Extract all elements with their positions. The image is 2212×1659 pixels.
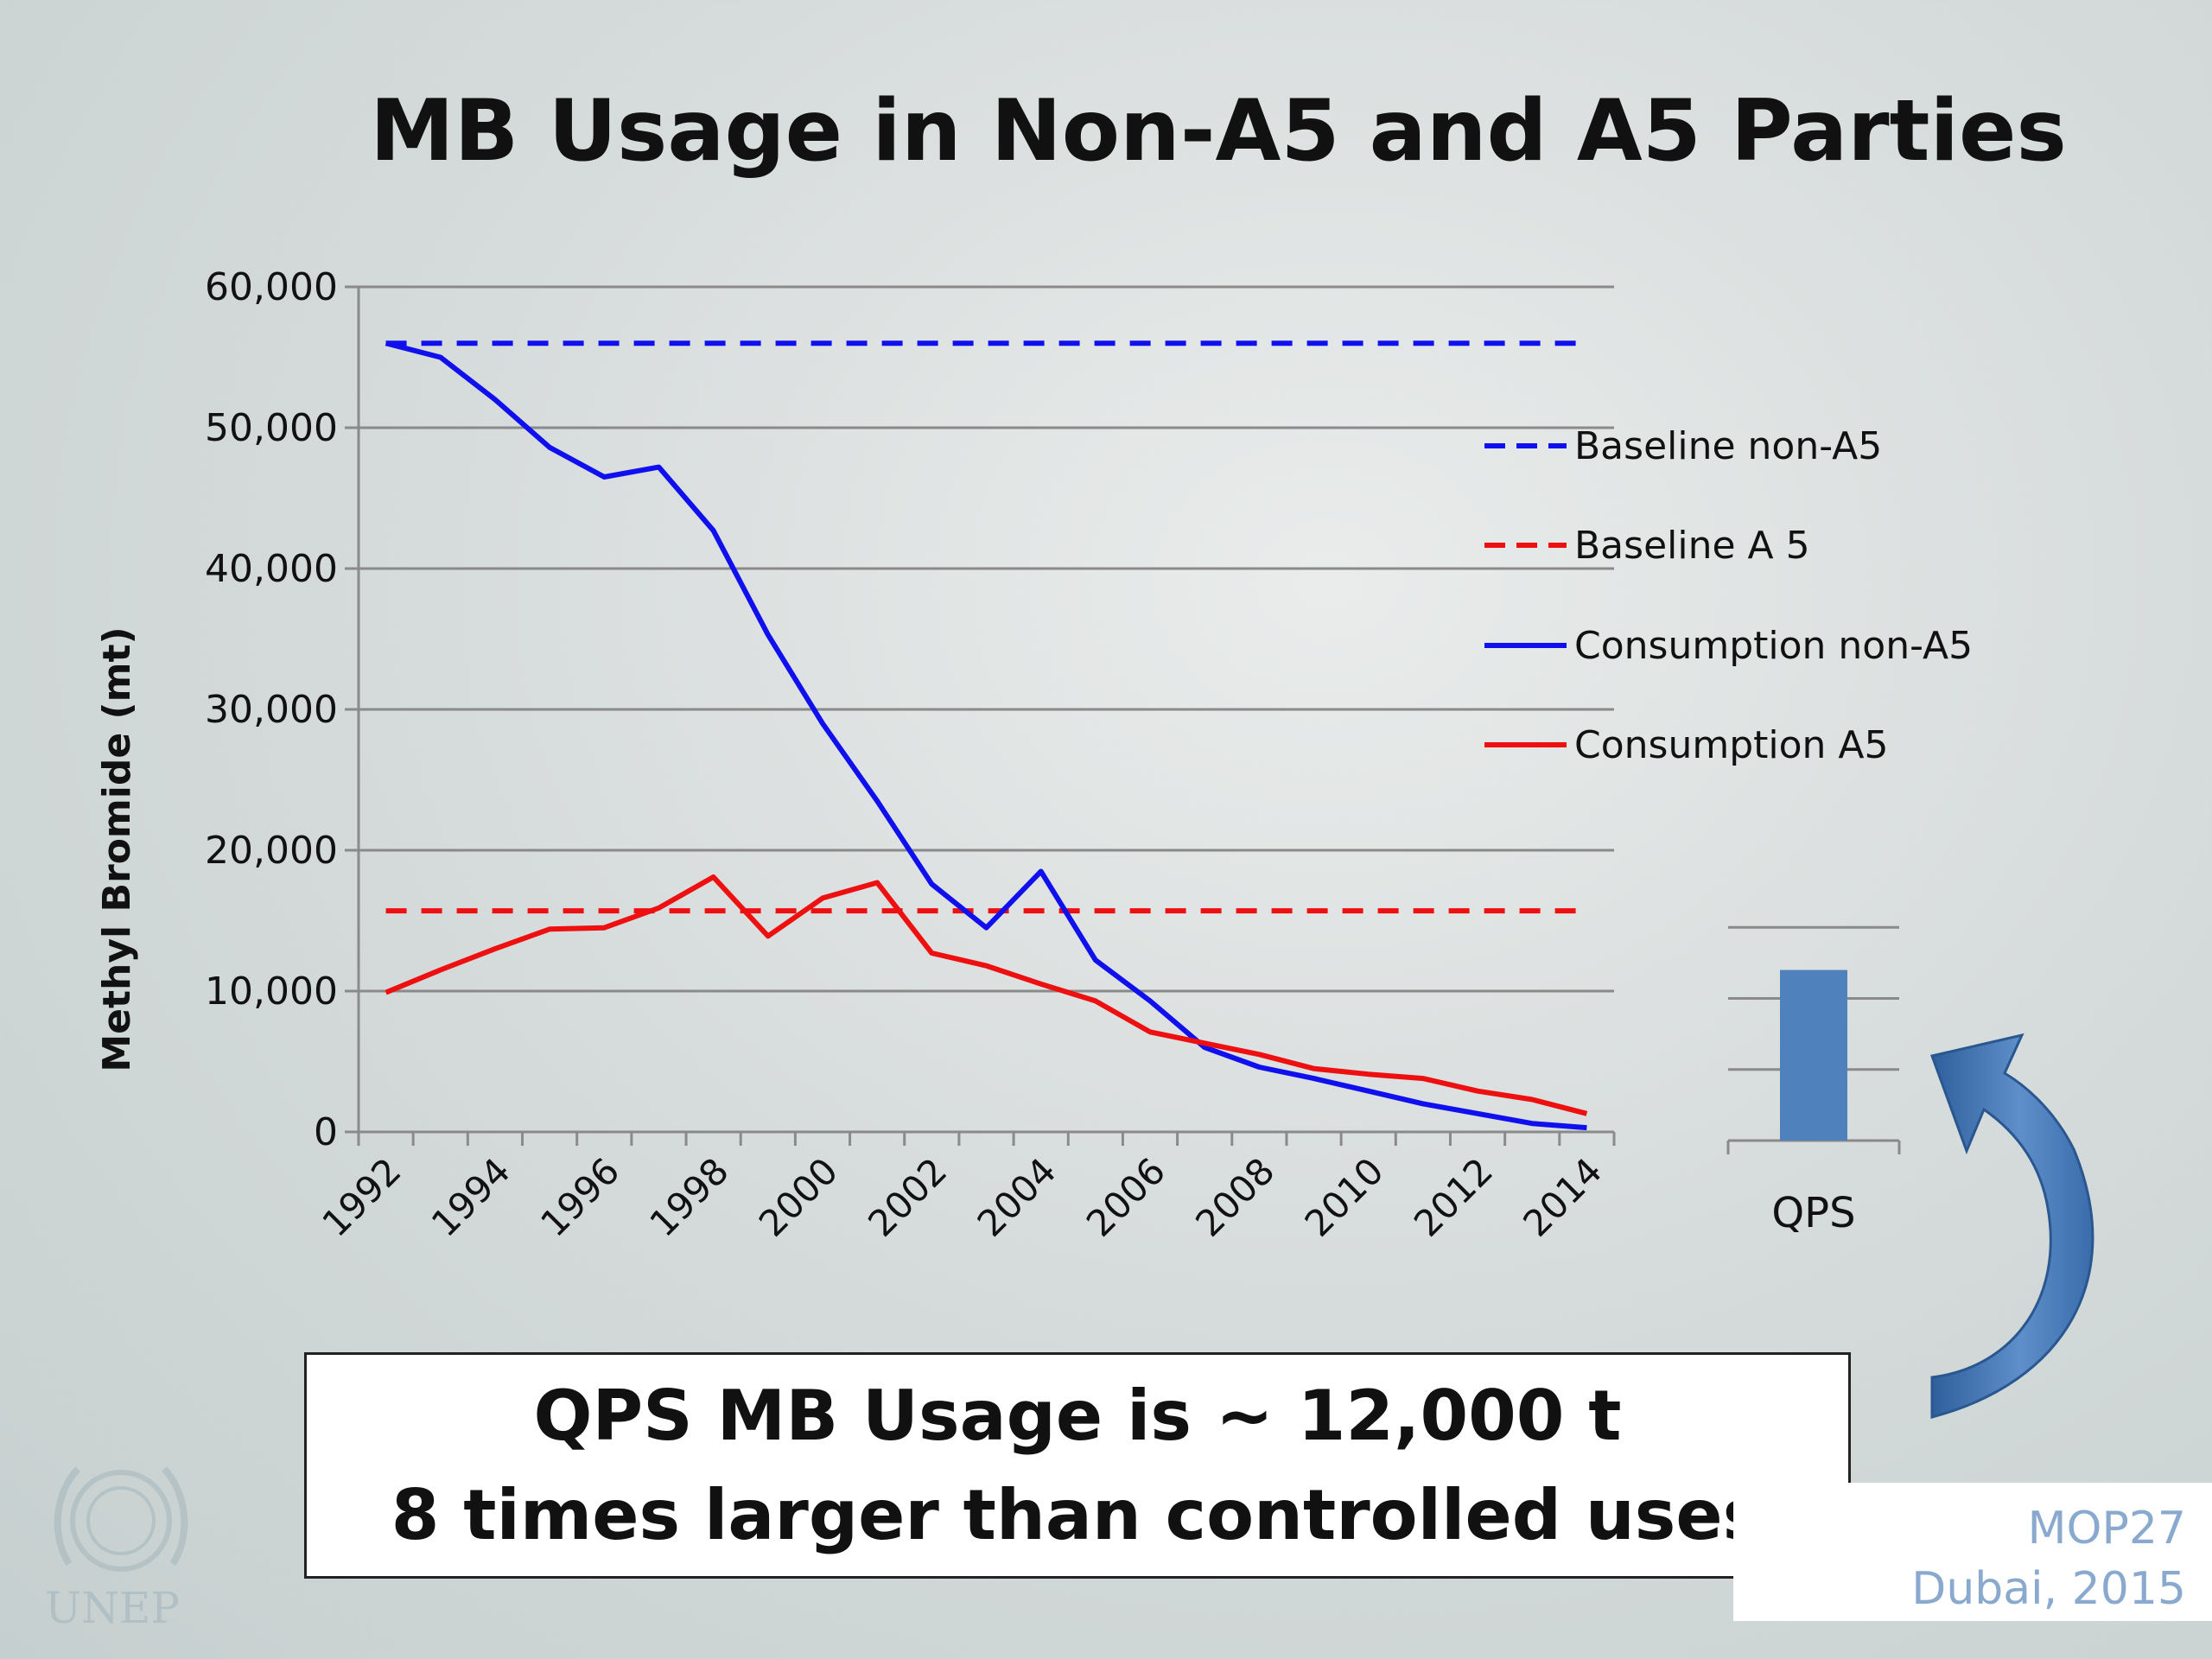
chart-axes: [345, 285, 1616, 1146]
y-tick-label: 60,000: [205, 265, 338, 309]
legend-label: Baseline A 5: [1574, 524, 1810, 568]
slide-title: MB Usage in Non-A5 and A5 Parties: [370, 82, 2067, 181]
event-footer: MOP27 Dubai, 2015: [1733, 1483, 2212, 1621]
legend-label: Consumption non-A5: [1574, 624, 1973, 668]
legend-label: Baseline non-A5: [1574, 424, 1882, 468]
x-tick-label: 1992: [314, 1149, 409, 1244]
chart-series: [385, 340, 1588, 1131]
chart-legend: Baseline non-A5 Baseline A 5 Consumption n…: [1484, 424, 1973, 767]
y-tick-label: 0: [314, 1110, 338, 1154]
unep-logo-icon: [54, 1466, 188, 1572]
qps-category-label: QPS: [1771, 1189, 1855, 1237]
legend-label: Consumption A5: [1574, 723, 1889, 767]
x-tick-label: 1996: [532, 1149, 627, 1244]
footer-location-date: Dubai, 2015: [1911, 1563, 2186, 1615]
y-tick-label: 30,000: [205, 688, 338, 732]
y-tick-labels: 0 10,000 20,000 30,000 40,000 50,000 60,000: [205, 265, 338, 1154]
x-tick-label: 2010: [1297, 1149, 1392, 1244]
qps-callout-box: QPS MB Usage is ~ 12,000 t 8 times large…: [304, 1352, 1851, 1579]
x-tick-label: 2006: [1078, 1149, 1173, 1244]
y-tick-label: 50,000: [205, 406, 338, 450]
unep-logo-text: UNEP: [45, 1583, 181, 1633]
x-tick-label: 2012: [1406, 1149, 1501, 1244]
series-line-4: [385, 874, 1588, 1116]
x-tick-label: 2014: [1515, 1149, 1610, 1244]
x-tick-label: 1994: [423, 1149, 518, 1244]
callout-line-2: 8 times larger than controlled uses: [391, 1475, 1764, 1555]
callout-line-1: QPS MB Usage is ~ 12,000 t: [533, 1376, 1622, 1456]
x-tick-label: 2004: [969, 1149, 1065, 1244]
x-tick-label: 1998: [641, 1149, 736, 1244]
chart-gridlines: [359, 285, 1614, 993]
y-tick-label: 10,000: [205, 969, 338, 1014]
x-tick-label: 2008: [1187, 1149, 1282, 1244]
series-line-3: [385, 340, 1587, 1131]
qps-bar: [1780, 969, 1847, 1141]
x-tick-labels: 1992 1994 1996 1998 2000 2002 2004 2006 2008 2010…: [314, 1149, 1610, 1244]
y-tick-label: 40,000: [205, 547, 338, 591]
x-tick-label: 2000: [751, 1149, 846, 1244]
y-tick-label: 20,000: [205, 829, 338, 873]
curved-arrow-icon: [1930, 1033, 2094, 1419]
qps-bar-chart: QPS: [1726, 925, 1901, 1237]
footer-event: MOP27: [2027, 1503, 2186, 1554]
y-axis-title: Methyl Bromide (mt): [95, 626, 139, 1071]
x-tick-label: 2002: [860, 1149, 955, 1244]
